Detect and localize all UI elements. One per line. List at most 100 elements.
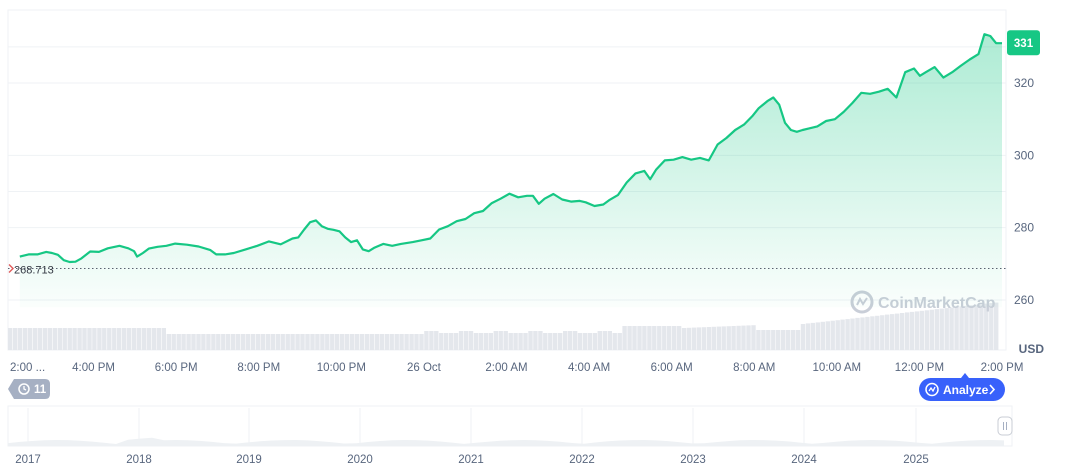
volume-bar (717, 327, 721, 350)
volume-bar (18, 328, 22, 350)
x-tick-label: 2:00 AM (485, 362, 527, 374)
history-button[interactable]: 11 (8, 379, 50, 399)
volume-bar (434, 331, 438, 350)
volume-bar (271, 334, 275, 350)
volume-bar (870, 316, 874, 350)
volume-bar (419, 334, 423, 350)
volume-bar (518, 333, 522, 350)
volume-bar (281, 334, 285, 350)
volume-bar (920, 311, 924, 350)
volume-bar (563, 331, 567, 350)
volume-bar (167, 334, 171, 350)
volume-bar (206, 334, 210, 350)
volume-bar (181, 334, 185, 350)
navigator-year-label: 2022 (569, 454, 595, 466)
navigator-year-label: 2021 (458, 454, 484, 466)
volume-bar (13, 328, 17, 350)
volume-bar (246, 334, 250, 350)
volume-bar (137, 328, 141, 350)
volume-bar (543, 333, 547, 350)
volume-bar (236, 334, 240, 350)
volume-bar (310, 334, 314, 350)
x-tick-label: 10:00 PM (317, 362, 366, 374)
volume-bar (657, 326, 661, 350)
volume-bar (305, 334, 309, 350)
volume-bar (459, 331, 463, 350)
volume-bar (622, 326, 626, 350)
volume-bar (286, 334, 290, 350)
volume-bar (375, 334, 379, 350)
volume-bar (172, 334, 176, 350)
volume-bar (949, 308, 953, 351)
analyze-pointer (961, 373, 969, 378)
analyze-label: Analyze (943, 383, 989, 397)
volume-bar (969, 305, 973, 350)
volume-bar (295, 334, 299, 350)
volume-bar (102, 328, 106, 350)
volume-bar (613, 333, 617, 350)
volume-bar (474, 333, 478, 350)
volume-bar (157, 328, 161, 350)
volume-bar (231, 334, 235, 350)
volume-bar (142, 328, 146, 350)
volume-bar (652, 326, 656, 350)
volume-bar (523, 333, 527, 350)
volume-bar (112, 328, 116, 350)
volume-bar (409, 334, 413, 350)
volume-bar (865, 317, 869, 350)
x-tick-label: 26 Oct (407, 362, 442, 374)
volume-bar (796, 330, 800, 350)
volume-bar (68, 328, 72, 350)
volume-bar (152, 328, 156, 350)
volume-bar (290, 334, 294, 350)
volume-bar (954, 307, 958, 350)
navigator-year-label: 2020 (347, 454, 373, 466)
volume-bar (860, 317, 864, 350)
volume-bar (8, 328, 12, 350)
x-tick-label: 12:00 PM (895, 362, 944, 374)
volume-bar (538, 331, 542, 350)
volume-bar (618, 333, 622, 350)
volume-bar (940, 309, 944, 350)
price-area-fill (20, 34, 1002, 307)
volume-bar (360, 334, 364, 350)
volume-bar (509, 333, 513, 350)
volume-bar (707, 327, 711, 350)
volume-bar (499, 331, 503, 350)
volume-bar (82, 328, 86, 350)
volume-bar (548, 333, 552, 350)
volume-bar (895, 314, 899, 350)
volume-bar (513, 333, 517, 350)
volume-bar (528, 331, 532, 350)
volume-bar (642, 326, 646, 350)
volume-bar (186, 334, 190, 350)
volume-bar (444, 333, 448, 350)
volume-bar (261, 334, 265, 350)
y-tick-label: 260 (1014, 293, 1034, 307)
volume-bar (682, 328, 686, 350)
volume-bar (266, 334, 270, 350)
analyze-button[interactable]: Analyze (919, 373, 1005, 401)
volume-bar (791, 330, 795, 350)
volume-bar (489, 333, 493, 350)
chart-controls: 11 Analyze (8, 373, 1005, 401)
volume-bar (741, 326, 745, 350)
volume-bar (390, 334, 394, 350)
x-tick-label: 6:00 AM (651, 362, 693, 374)
navigator-handle[interactable] (998, 417, 1012, 435)
volume-bar (702, 327, 706, 350)
volume-bar (479, 333, 483, 350)
volume-bar (776, 330, 780, 350)
volume-bar (845, 319, 849, 350)
volume-bar (558, 333, 562, 350)
volume-bar (439, 333, 443, 350)
volume-bar (806, 323, 810, 350)
volume-bar (826, 321, 830, 350)
x-tick-label: 4:00 AM (568, 362, 610, 374)
volume-bar (771, 330, 775, 350)
navigator-year-label: 2025 (903, 454, 929, 466)
volume-bar (840, 320, 844, 350)
